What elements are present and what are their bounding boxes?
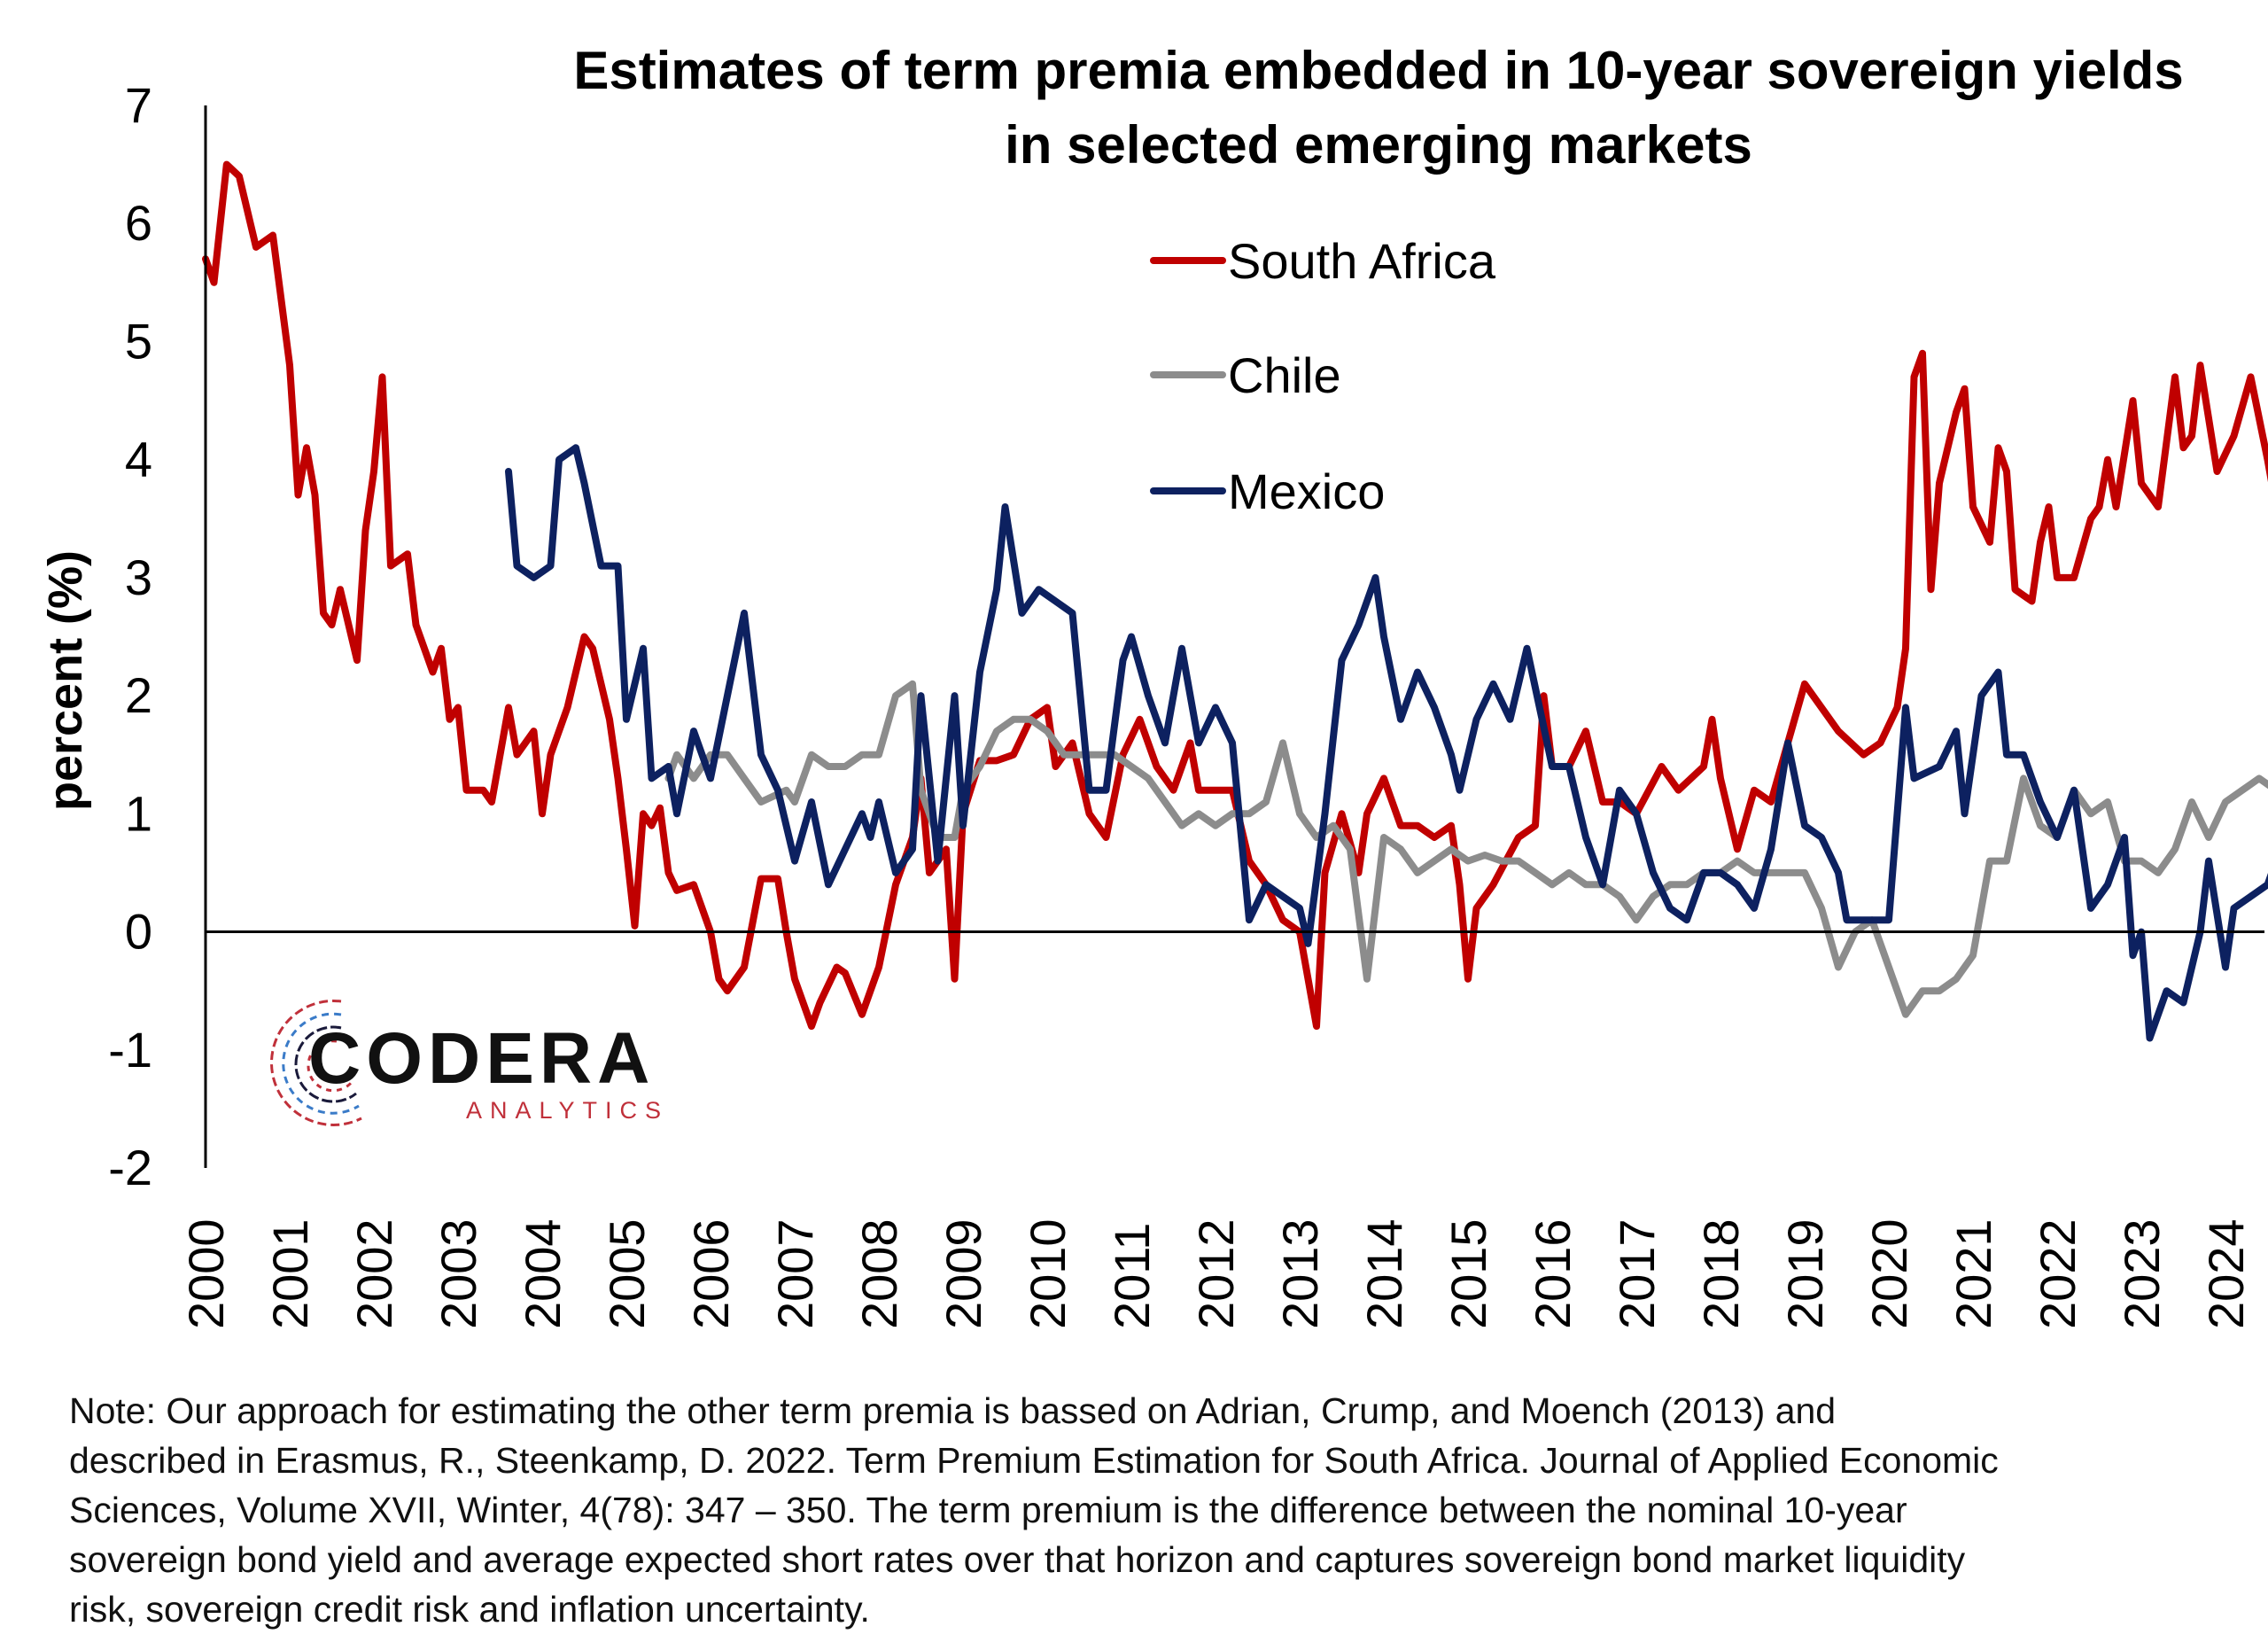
- y-axis-label: percent (%): [39, 550, 92, 811]
- x-tick-label: 2016: [1525, 1218, 1581, 1329]
- x-axis-ticks: 2000 2001 2002 2003 2004 2005 2006 2007 2008 2009…: [178, 1218, 2254, 1329]
- x-tick-label: 2003: [431, 1218, 486, 1329]
- legend-item-mexico: Mexico: [1150, 463, 1385, 519]
- y-tick-label: 3: [125, 549, 152, 605]
- x-tick-label: 2006: [683, 1218, 739, 1329]
- series-line-mexico: [505, 444, 2268, 1042]
- series-lines: [202, 160, 2268, 1042]
- x-tick-label: 2002: [346, 1218, 402, 1329]
- x-tick-label: 2001: [262, 1218, 318, 1329]
- note-line-5: risk, sovereign credit risk and inflatio…: [69, 1589, 870, 1630]
- y-tick-label: 4: [125, 432, 152, 487]
- note-line-2: described in Erasmus, R., Steenkamp, D. …: [69, 1440, 1999, 1481]
- x-tick-label: 2014: [1356, 1218, 1412, 1329]
- x-tick-label: 2012: [1188, 1218, 1244, 1329]
- note-line-1: Note: Our approach for estimating the ot…: [69, 1390, 1836, 1431]
- chart-title: Estimates of term premia embedded in 10-…: [573, 41, 2183, 175]
- legend-item-south-africa: South Africa: [1150, 233, 1496, 289]
- x-tick-label: 2009: [936, 1218, 991, 1329]
- x-tick-label: 2022: [2030, 1218, 2085, 1329]
- chart-title-line-2: in selected emerging markets: [1005, 115, 1752, 175]
- x-tick-label: 2004: [515, 1218, 571, 1329]
- x-tick-label: 2024: [2198, 1218, 2254, 1329]
- y-tick-label: 0: [125, 904, 152, 960]
- series-line-south-africa: [202, 160, 2268, 1031]
- x-tick-label: 2000: [178, 1218, 234, 1329]
- y-tick-label: -1: [108, 1022, 152, 1078]
- x-tick-label: 2017: [1609, 1218, 1665, 1329]
- x-tick-label: 2023: [2114, 1218, 2170, 1329]
- x-tick-label: 2021: [1946, 1218, 2001, 1329]
- note-line-3: Sciences, Volume XVII, Winter, 4(78): 34…: [69, 1490, 1907, 1530]
- y-tick-label: 6: [125, 195, 152, 251]
- x-tick-label: 2005: [599, 1218, 655, 1329]
- legend-label: Chile: [1228, 347, 1341, 403]
- x-tick-label: 2007: [767, 1218, 823, 1329]
- x-tick-label: 2011: [1104, 1223, 1160, 1329]
- y-tick-label: -2: [108, 1140, 152, 1195]
- legend-item-chile: Chile: [1150, 347, 1341, 403]
- chart-title-line-1: Estimates of term premia embedded in 10-…: [573, 41, 2183, 100]
- logo-subtitle: ANALYTICS: [466, 1097, 669, 1124]
- y-tick-label: 7: [125, 77, 152, 133]
- x-tick-label: 2010: [1020, 1218, 1076, 1329]
- logo-arcs-icon: [270, 1000, 362, 1126]
- note-line-4: sovereign bond yield and average expecte…: [69, 1539, 1966, 1580]
- y-axis-ticks: -2 -1 0 1 2 3 4 5 6 7: [108, 77, 152, 1195]
- y-tick-label: 2: [125, 667, 152, 723]
- x-tick-label: 2015: [1441, 1218, 1496, 1329]
- logo-name: CODERA: [308, 1018, 655, 1099]
- x-tick-label: 2020: [1861, 1218, 1917, 1329]
- y-tick-label: 5: [125, 313, 152, 369]
- x-tick-label: 2013: [1272, 1218, 1328, 1329]
- legend-label: South Africa: [1228, 233, 1496, 289]
- x-tick-label: 2019: [1777, 1218, 1833, 1329]
- y-tick-label: 1: [125, 785, 152, 841]
- codera-logo: CODERA ANALYTICS: [270, 1000, 669, 1126]
- series-line-chile: [664, 680, 2268, 1018]
- x-tick-label: 2008: [851, 1218, 907, 1329]
- legend: South Africa Chile Mexico: [1150, 233, 1496, 519]
- legend-label: Mexico: [1228, 463, 1385, 519]
- footnote: Note: Our approach for estimating the ot…: [69, 1390, 1999, 1630]
- x-tick-label: 2018: [1693, 1218, 1749, 1329]
